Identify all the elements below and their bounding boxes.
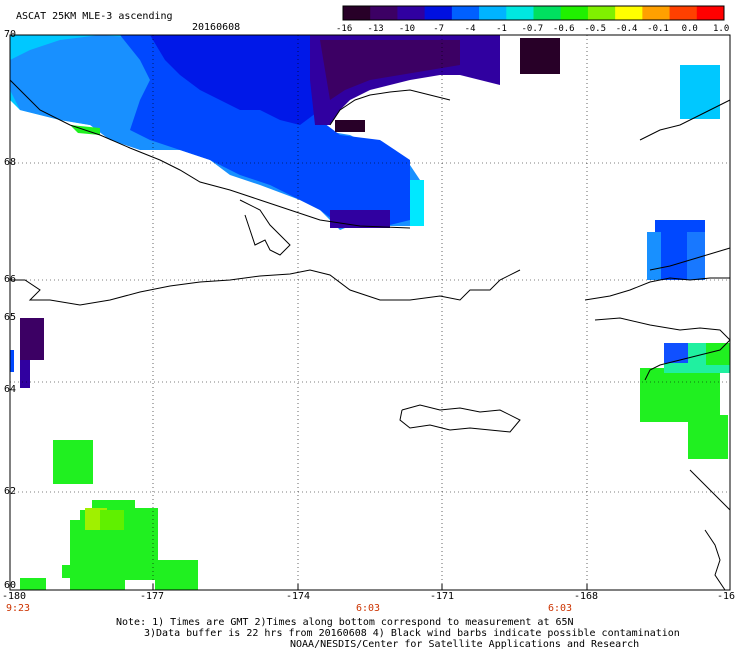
data-swath-south — [62, 500, 198, 590]
colorbar-swatch — [424, 6, 453, 20]
swath-west-green — [53, 440, 93, 484]
lon-label-171: -171 — [430, 591, 455, 602]
colorbar-swatch — [560, 6, 589, 20]
footnote-line-3: NOAA/NESDIS/Center for Satellite Applica… — [290, 639, 640, 650]
colorbar-tick-label: -1 — [496, 24, 507, 34]
product-title: ASCAT 25KM MLE-3 ascending — [16, 11, 173, 22]
swath-darkpurple-patch — [520, 38, 560, 74]
colorbar-swatch — [451, 6, 480, 20]
lon-label-16: -16 — [717, 591, 736, 602]
coastline-chukotka-inner — [239, 199, 291, 256]
lon-label-180: -180 — [2, 591, 27, 602]
colorbar-swatch — [615, 6, 643, 20]
lat-label-64: 64 — [4, 384, 17, 395]
swath-east-cyan — [687, 232, 705, 280]
lat-label-68: 68 — [4, 157, 17, 168]
colorbar-swatch — [696, 6, 725, 20]
swath-east-green-large — [640, 368, 720, 422]
coastline-chukotka — [10, 269, 521, 306]
time-label-east: 6:03 — [548, 603, 573, 614]
coastline-alaska-south — [704, 529, 726, 591]
footnote-line-2: 3)Data buffer is 22 hrs from 20160608 4)… — [144, 628, 680, 639]
swath-west-green-small — [20, 578, 46, 590]
colorbar-tick-label: -7 — [433, 24, 445, 34]
colorbar-tick-label: 1.0 — [713, 24, 730, 34]
colorbar-swatches — [343, 6, 725, 20]
swath-east-green-top — [706, 343, 730, 365]
coastline-seward — [584, 277, 730, 301]
coastline-arctic-siberia — [9, 79, 411, 229]
axis-ticks — [152, 584, 588, 590]
swath-west-violet — [20, 360, 30, 388]
time-label-center: 6:03 — [356, 603, 381, 614]
lon-label-177: -177 — [140, 591, 165, 602]
swath-east-lightblue — [647, 232, 661, 280]
lon-label-174: -174 — [286, 591, 311, 602]
colorbar-swatch — [479, 6, 507, 20]
map-plot — [9, 34, 731, 591]
arctic-ice-edge — [329, 89, 451, 126]
lat-label-70: 70 — [4, 29, 17, 40]
footnote-line-1: Note: 1) Times are GMT 2)Times along bot… — [116, 617, 574, 628]
swath-purple-patch — [330, 210, 390, 228]
colorbar-swatch — [587, 6, 616, 20]
lon-label-168: -168 — [574, 591, 599, 602]
data-swath-north — [10, 35, 720, 230]
colorbar-swatch — [533, 6, 562, 20]
swath-cyan-edge — [410, 180, 424, 226]
coastline-stlawrence-island — [399, 404, 521, 433]
swath-purple-corner — [335, 120, 365, 132]
colorbar-tick-label: -0.5 — [584, 24, 607, 34]
swath-violet-region — [320, 40, 460, 100]
colorbar-tick-label: -13 — [367, 24, 384, 34]
swath-west-blue — [10, 350, 14, 372]
product-date: 20160608 — [192, 22, 241, 33]
colorbar-swatch — [506, 6, 534, 20]
colorbar-tick-label: -16 — [336, 24, 353, 34]
colorbar-swatch — [642, 6, 671, 20]
data-swath-west — [10, 318, 93, 590]
swath-south-lightgreen — [100, 510, 124, 530]
swath-east-green-lower — [688, 415, 728, 459]
colorbar-swatch — [343, 6, 371, 20]
coastline-alaska-north — [639, 99, 731, 141]
colorbar-swatch — [370, 6, 398, 20]
colorbar-swatch — [669, 6, 698, 20]
colorbar-tick-label: -0.7 — [521, 24, 544, 34]
colorbar-tick-label: -0.6 — [552, 24, 575, 34]
colorbar-tick-label: -0.1 — [647, 24, 669, 34]
lat-label-62: 62 — [4, 486, 17, 497]
swath-east-blue-top — [664, 343, 688, 363]
lat-label-65: 65 — [4, 312, 17, 323]
swath-darkblue-region — [150, 35, 330, 125]
lat-label-60: 60 — [4, 580, 17, 591]
coastline-yukon-delta — [689, 469, 731, 511]
graticule — [10, 35, 730, 590]
colorbar-swatch — [397, 6, 426, 20]
colorbar-tick-label: -0.4 — [615, 24, 638, 34]
swath-west-purple — [20, 318, 44, 360]
time-label-west: 9:23 — [6, 603, 31, 614]
map-frame — [9, 34, 731, 591]
coastline-alaska-mid — [649, 247, 731, 271]
data-swath-east — [640, 220, 730, 459]
lat-label-66: 66 — [4, 274, 17, 285]
swath-cyan-patch-east — [680, 65, 720, 119]
colorbar — [342, 5, 725, 21]
coastlines — [9, 79, 731, 591]
colorbar-frame — [342, 5, 725, 21]
colorbar-tick-label: 0.0 — [681, 24, 698, 34]
colorbar-tick-label: -10 — [398, 24, 416, 34]
colorbar-tick-label: -4 — [464, 24, 476, 34]
